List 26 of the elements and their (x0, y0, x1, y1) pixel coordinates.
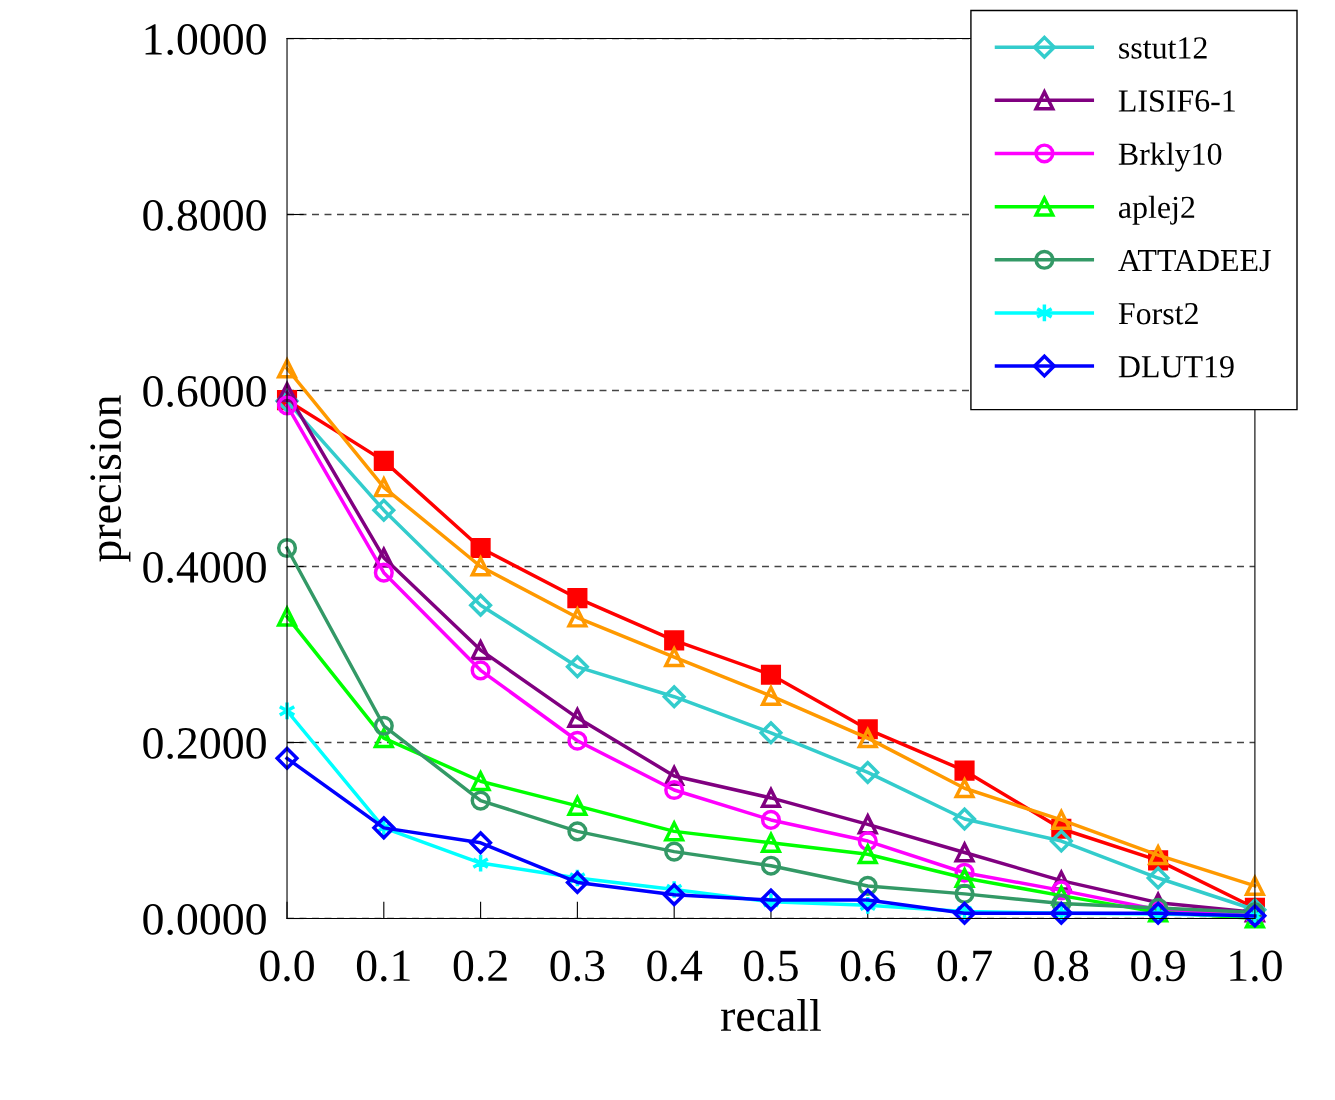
legend-label: ATTADEEJ (1118, 249, 1271, 272)
x-tick-label: 0.9 (1131, 950, 1185, 982)
x-tick-label: 1.0 (1230, 950, 1282, 982)
x-tick-label: 0.0 (260, 950, 314, 982)
x-tick-label: 0.7 (937, 950, 992, 982)
x-tick-label: 0.6 (840, 950, 896, 982)
y-tick-label: 0.8000 (143, 199, 266, 232)
y-tick-label: 0.0000 (143, 903, 266, 936)
y-tick-label: 0.2000 (143, 727, 266, 760)
legend-label: sstut12 (1119, 37, 1207, 59)
legend-label: Forst2 (1118, 302, 1198, 325)
y-axis-title: precision (90, 395, 131, 562)
legend-label: DLUT19 (1118, 356, 1234, 378)
x-tick-label: 0.3 (550, 950, 605, 982)
x-axis-title: recall (721, 998, 821, 1032)
x-tick-label: 0.1 (356, 950, 410, 982)
x-tick-label: 0.8 (1034, 950, 1089, 982)
legend-label: LISIF6-1 (1118, 90, 1235, 112)
legend-label: Brkly10 (1118, 142, 1222, 172)
x-tick-label: 0.5 (744, 950, 798, 982)
legend-label: aplej2 (1118, 195, 1195, 225)
x-tick-label: 0.2 (453, 950, 507, 982)
y-tick-label: 0.6000 (143, 375, 266, 408)
y-tick-label: 1.0000 (145, 23, 266, 56)
x-tick-label: 0.4 (647, 950, 703, 982)
y-tick-label: 0.4000 (143, 551, 266, 584)
